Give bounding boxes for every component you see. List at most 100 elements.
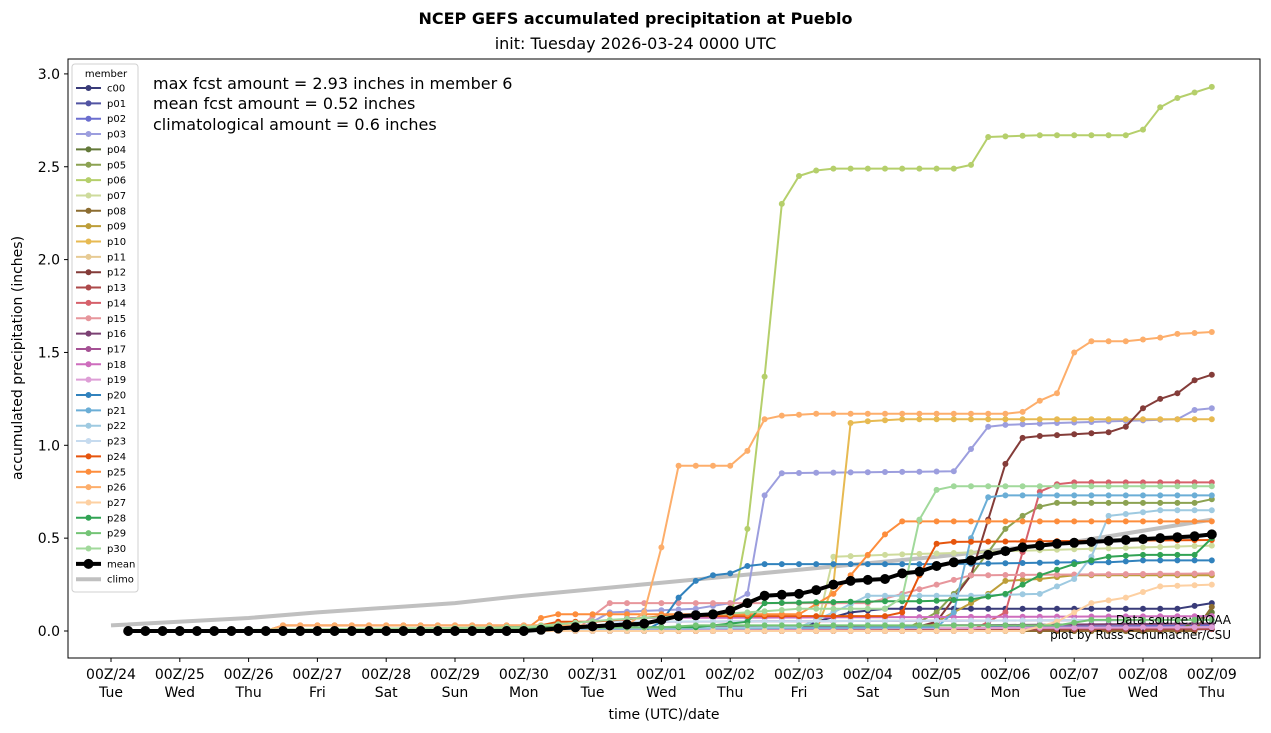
- p07-point: [950, 550, 957, 556]
- p06-point: [1088, 132, 1095, 139]
- x-tick-label: 00Z/24: [86, 667, 136, 683]
- p30-point: [899, 594, 906, 601]
- legend-label: p18: [107, 360, 126, 371]
- c00-point: [985, 605, 992, 612]
- c00-point: [1122, 605, 1129, 612]
- p30-point: [847, 605, 854, 612]
- legend-entry-climo: climo: [76, 575, 134, 586]
- p20-point: [916, 561, 923, 568]
- p27-point: [882, 628, 888, 634]
- legend-label: p06: [107, 176, 126, 187]
- legend-marker: [85, 253, 92, 260]
- mean-point: [123, 626, 134, 636]
- legend-title: member: [85, 69, 128, 80]
- p06-point: [950, 165, 957, 172]
- mean-point: [260, 626, 271, 636]
- legend-marker: [85, 115, 92, 122]
- p26-point: [882, 410, 888, 417]
- p10-point: [1140, 416, 1146, 423]
- p28-point: [916, 598, 923, 605]
- p25-point: [1054, 518, 1060, 525]
- p03-point: [985, 423, 992, 430]
- p30-point: [882, 605, 888, 612]
- p28-point: [796, 599, 802, 606]
- mean-point: [174, 626, 185, 636]
- p12-point: [1036, 433, 1043, 439]
- p07-point: [830, 553, 837, 560]
- p25-point: [950, 518, 957, 525]
- p03-point: [1208, 405, 1215, 412]
- legend-entry-p26: p26: [76, 483, 126, 494]
- p20-point: [727, 570, 734, 577]
- legend-entry-p09: p09: [76, 222, 126, 233]
- p25-point: [778, 611, 785, 618]
- p27-point: [1174, 582, 1181, 589]
- legend-entry-p30: p30: [76, 544, 126, 555]
- p05-point: [1157, 499, 1164, 506]
- p25-point: [1157, 518, 1164, 525]
- legend-entry-p17: p17: [76, 344, 126, 355]
- p24-point: [882, 613, 888, 620]
- legend-entry-p11: p11: [76, 252, 126, 263]
- p27-point: [796, 628, 802, 634]
- p20-point: [847, 561, 854, 568]
- p12-point: [1122, 423, 1129, 430]
- p15-point: [727, 600, 734, 607]
- p03-point: [899, 468, 906, 475]
- legend-marker: [85, 223, 92, 230]
- p03-point: [761, 492, 768, 499]
- legend-entry-p22: p22: [76, 421, 126, 432]
- p06-point: [1157, 104, 1164, 111]
- p29-point: [1002, 622, 1009, 629]
- p07-point: [1191, 543, 1198, 549]
- p22-point: [1140, 509, 1146, 516]
- p26-point: [641, 609, 648, 616]
- p07-point: [1122, 544, 1129, 551]
- legend-label: p16: [107, 329, 126, 340]
- p25-point: [538, 615, 544, 621]
- p28-point: [1088, 557, 1095, 564]
- p12-point: [1002, 460, 1009, 467]
- p29-point: [813, 622, 820, 629]
- legend-label: p17: [107, 344, 126, 355]
- p25-point: [555, 611, 562, 618]
- p03-point: [864, 469, 871, 476]
- legend-entry-p03: p03: [76, 130, 126, 141]
- p27-point: [1019, 628, 1026, 634]
- p06-point: [1071, 132, 1078, 139]
- mean-point: [1017, 542, 1028, 553]
- p26-point: [1174, 330, 1181, 337]
- legend-label: p07: [107, 191, 126, 202]
- c00-point: [1036, 605, 1043, 612]
- legend-entry-p15: p15: [76, 314, 126, 325]
- x-tick-day-label: Sat: [856, 685, 879, 701]
- p29-point: [761, 622, 768, 629]
- p20-point: [882, 561, 888, 568]
- mean-point: [518, 626, 529, 636]
- p26-point: [727, 462, 734, 469]
- x-tick-label: 00Z/09: [1187, 667, 1237, 683]
- mean-point: [1206, 529, 1217, 540]
- p26-point: [710, 462, 716, 469]
- p06-point: [933, 165, 940, 172]
- legend-entry-p06: p06: [76, 176, 126, 187]
- p20-point: [1140, 557, 1146, 564]
- p20-point: [1157, 557, 1164, 564]
- p12-point: [1088, 430, 1095, 437]
- p25-point: [1019, 518, 1026, 525]
- p20-point: [710, 572, 716, 579]
- x-tick-day-label: Mon: [509, 685, 539, 701]
- p22-point: [1157, 507, 1164, 514]
- p25-point: [1122, 518, 1129, 525]
- x-tick-day-label: Wed: [165, 685, 196, 701]
- legend-marker: [85, 438, 92, 445]
- y-tick-label: 3.0: [38, 67, 60, 83]
- p28-point: [847, 598, 854, 605]
- p21-point: [1088, 492, 1095, 499]
- annotation-climo: climatological amount = 0.6 inches: [153, 115, 437, 134]
- p29-point: [1191, 616, 1198, 623]
- mean-point: [931, 561, 942, 571]
- legend-label: p27: [107, 498, 126, 509]
- legend-marker: [85, 545, 92, 552]
- p27-point: [710, 628, 716, 634]
